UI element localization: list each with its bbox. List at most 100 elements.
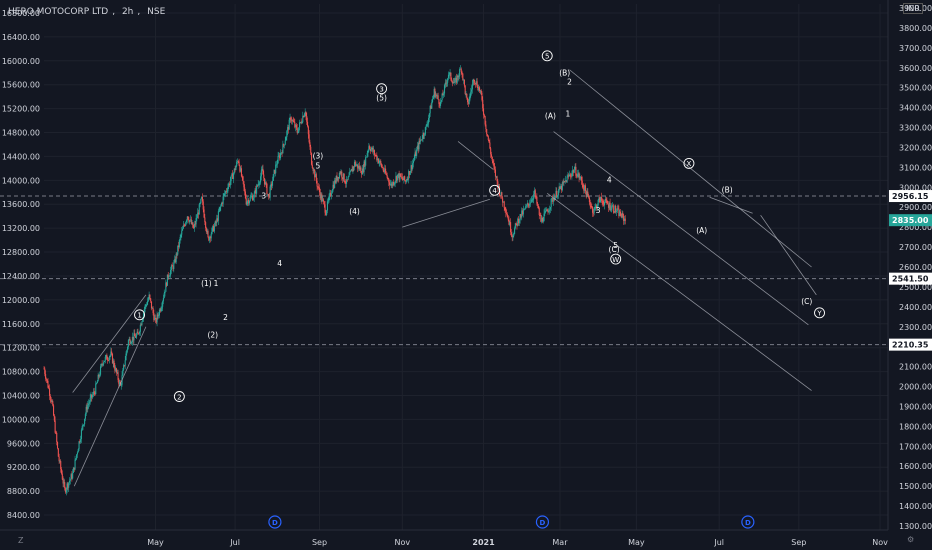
candle — [553, 193, 555, 206]
candle — [48, 385, 50, 390]
candle — [412, 159, 414, 171]
candle — [343, 173, 345, 183]
candle — [136, 329, 138, 336]
candle-body — [239, 165, 241, 172]
candle — [537, 203, 540, 210]
candle-body — [269, 186, 271, 198]
candle — [264, 178, 266, 188]
candle — [407, 176, 409, 181]
candle-body — [213, 225, 215, 232]
candle-body — [173, 262, 175, 269]
candle-body — [342, 173, 344, 180]
candle — [101, 360, 103, 367]
candle — [67, 481, 69, 491]
candle — [541, 216, 543, 224]
candle-body — [550, 198, 552, 207]
left-axis-tick-label: 14000.00 — [2, 176, 40, 185]
candle — [281, 149, 283, 157]
candle — [163, 289, 165, 299]
candle-body — [611, 205, 614, 207]
candle — [82, 425, 84, 431]
candle — [144, 303, 146, 313]
candle-body — [509, 222, 511, 225]
candle — [333, 181, 335, 190]
candle — [596, 203, 598, 211]
candle-body — [149, 294, 151, 299]
candle-body — [373, 150, 375, 155]
candle — [507, 215, 509, 222]
candle — [178, 241, 180, 252]
candle — [624, 215, 626, 225]
candle — [483, 113, 485, 118]
candle-body — [570, 175, 572, 177]
candle-body — [559, 186, 561, 189]
candle — [190, 216, 192, 225]
candle-body — [615, 205, 617, 212]
candle — [261, 165, 263, 172]
price-tag-label: 2210.35 — [892, 341, 929, 350]
gear-icon[interactable]: ⚙ — [907, 535, 915, 544]
candle — [460, 67, 462, 75]
zoom-button[interactable]: Z — [18, 536, 24, 545]
candle-body — [118, 379, 120, 385]
candle-body — [272, 174, 274, 181]
candle — [45, 370, 47, 382]
candle — [216, 214, 218, 227]
candle — [260, 172, 262, 185]
candle — [373, 145, 375, 156]
candle — [552, 194, 554, 205]
candle-body — [207, 230, 209, 238]
candle — [391, 182, 393, 189]
candle — [326, 209, 328, 217]
candle-body — [495, 176, 497, 178]
candle — [533, 187, 536, 198]
candle — [270, 181, 272, 191]
candle-body — [77, 449, 79, 453]
wave-label-circle — [683, 157, 695, 169]
candle — [183, 223, 185, 228]
candle-body — [321, 194, 323, 202]
x-axis-tick-label: Nov — [394, 538, 410, 547]
candle — [621, 210, 623, 220]
candle-body — [237, 161, 239, 163]
candle — [152, 306, 154, 316]
candle-body — [447, 74, 450, 79]
candle — [269, 185, 271, 201]
candle-body — [463, 79, 465, 81]
candle — [213, 223, 215, 232]
candle — [346, 176, 348, 188]
candle-body — [346, 179, 348, 181]
candle — [299, 121, 301, 124]
candle — [278, 152, 280, 158]
candle-body — [225, 191, 227, 192]
candle — [357, 163, 360, 172]
wave-label: 1 — [566, 110, 571, 119]
candle — [146, 297, 149, 306]
candle — [302, 111, 304, 124]
candle — [217, 215, 219, 222]
candle-body — [238, 161, 240, 166]
candle-body — [131, 342, 133, 344]
candle — [83, 423, 85, 427]
candle — [405, 179, 407, 184]
candle-body — [416, 149, 418, 156]
candle — [160, 306, 162, 313]
candle — [381, 163, 383, 169]
candle-body — [224, 191, 227, 194]
candle — [255, 185, 257, 198]
candle — [247, 195, 249, 207]
candle — [495, 176, 497, 179]
candle-body — [275, 164, 278, 166]
candle-body — [120, 384, 122, 386]
candle — [580, 175, 583, 185]
candle — [358, 161, 360, 171]
candle — [291, 116, 293, 125]
candle-body — [279, 153, 282, 159]
candle — [125, 351, 127, 361]
candle — [227, 183, 229, 194]
candle-body — [62, 479, 64, 484]
candle — [244, 184, 246, 196]
candle — [178, 239, 180, 249]
candle-body — [596, 205, 598, 209]
